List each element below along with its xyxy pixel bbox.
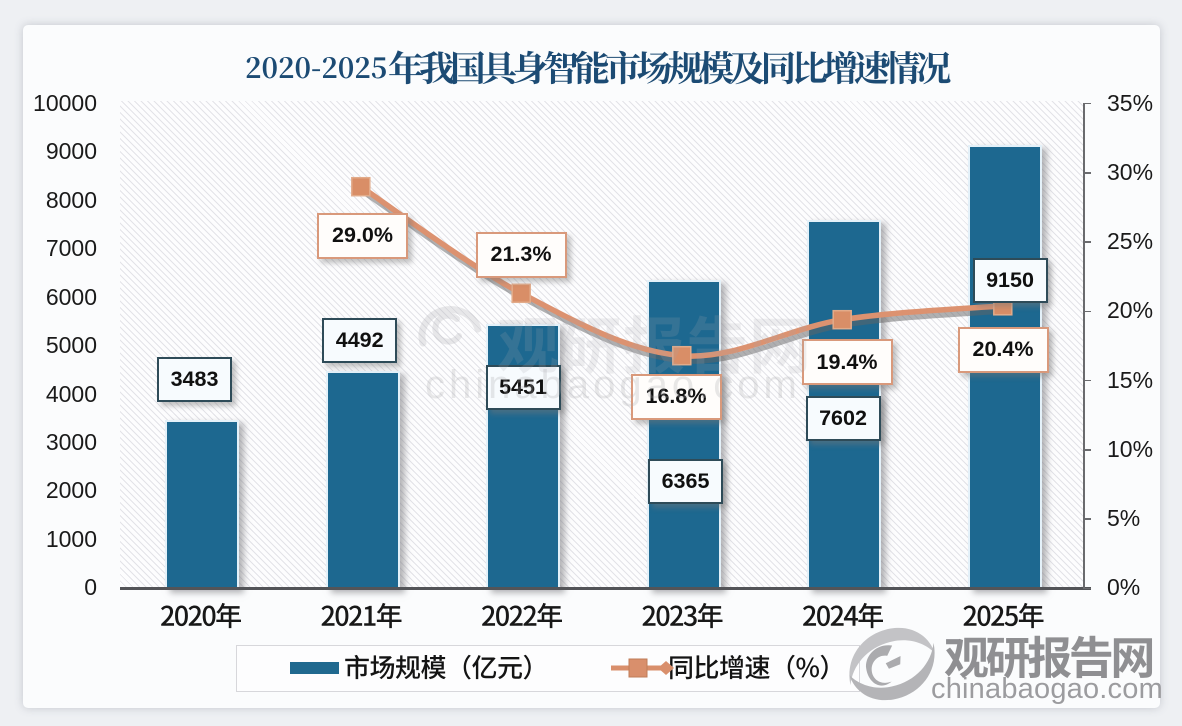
svg-text:chinabaogao.com: chinabaogao.com xyxy=(425,363,801,407)
